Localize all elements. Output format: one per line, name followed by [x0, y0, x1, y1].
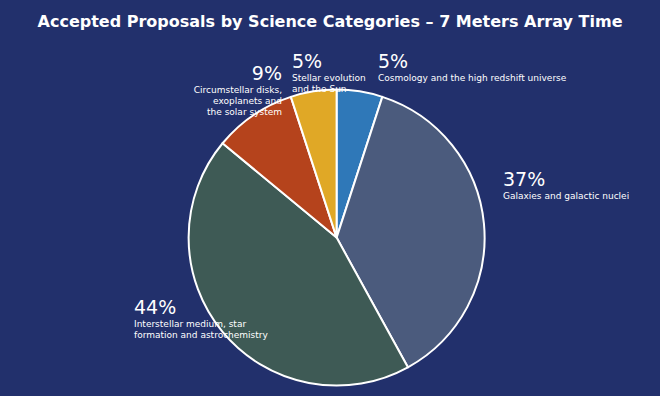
svg-text:5%: 5% — [378, 50, 408, 72]
svg-text:Cosmology and the high redshif: Cosmology and the high redshift universe — [378, 73, 567, 83]
svg-text:exoplanets and: exoplanets and — [213, 96, 282, 106]
svg-text:formation and astrochemistry: formation and astrochemistry — [134, 330, 269, 340]
svg-text:5%: 5% — [292, 50, 322, 72]
svg-text:Stellar evolution: Stellar evolution — [292, 73, 366, 83]
svg-text:Circumstellar disks,: Circumstellar disks, — [194, 85, 282, 95]
svg-text:the solar system: the solar system — [207, 107, 282, 117]
svg-text:and the Sun: and the Sun — [292, 84, 347, 94]
svg-text:44%: 44% — [134, 296, 176, 318]
svg-text:Interstellar medium, star: Interstellar medium, star — [134, 319, 246, 329]
svg-text:37%: 37% — [503, 168, 545, 190]
svg-text:Accepted Proposals by Science: Accepted Proposals by Science Categories… — [38, 12, 623, 31]
svg-text:9%: 9% — [252, 62, 282, 84]
svg-text:Galaxies and galactic nuclei: Galaxies and galactic nuclei — [503, 191, 629, 201]
